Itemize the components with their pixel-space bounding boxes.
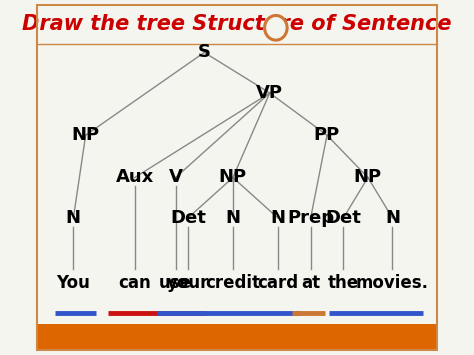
Text: You: You [56, 274, 91, 292]
Text: V: V [169, 169, 182, 186]
Text: S: S [198, 43, 211, 61]
Ellipse shape [264, 16, 287, 40]
Text: Prep: Prep [287, 209, 334, 227]
Text: NP: NP [72, 126, 100, 144]
FancyBboxPatch shape [36, 324, 438, 350]
Text: Draw the tree Structure of Sentence: Draw the tree Structure of Sentence [22, 14, 452, 34]
Text: Det: Det [170, 209, 206, 227]
Text: credit: credit [205, 274, 260, 292]
Text: N: N [385, 209, 400, 227]
Text: card: card [257, 274, 299, 292]
Text: NP: NP [219, 169, 247, 186]
Text: at: at [301, 274, 320, 292]
Text: use: use [159, 274, 192, 292]
Text: can: can [118, 274, 151, 292]
Text: VP: VP [256, 84, 283, 102]
Text: Aux: Aux [116, 169, 154, 186]
Text: movies.: movies. [356, 274, 429, 292]
Text: N: N [270, 209, 285, 227]
Text: PP: PP [314, 126, 340, 144]
Text: your: your [167, 274, 209, 292]
Text: Det: Det [326, 209, 361, 227]
Text: N: N [226, 209, 240, 227]
Text: NP: NP [354, 169, 382, 186]
Text: the: the [328, 274, 359, 292]
Text: N: N [66, 209, 81, 227]
